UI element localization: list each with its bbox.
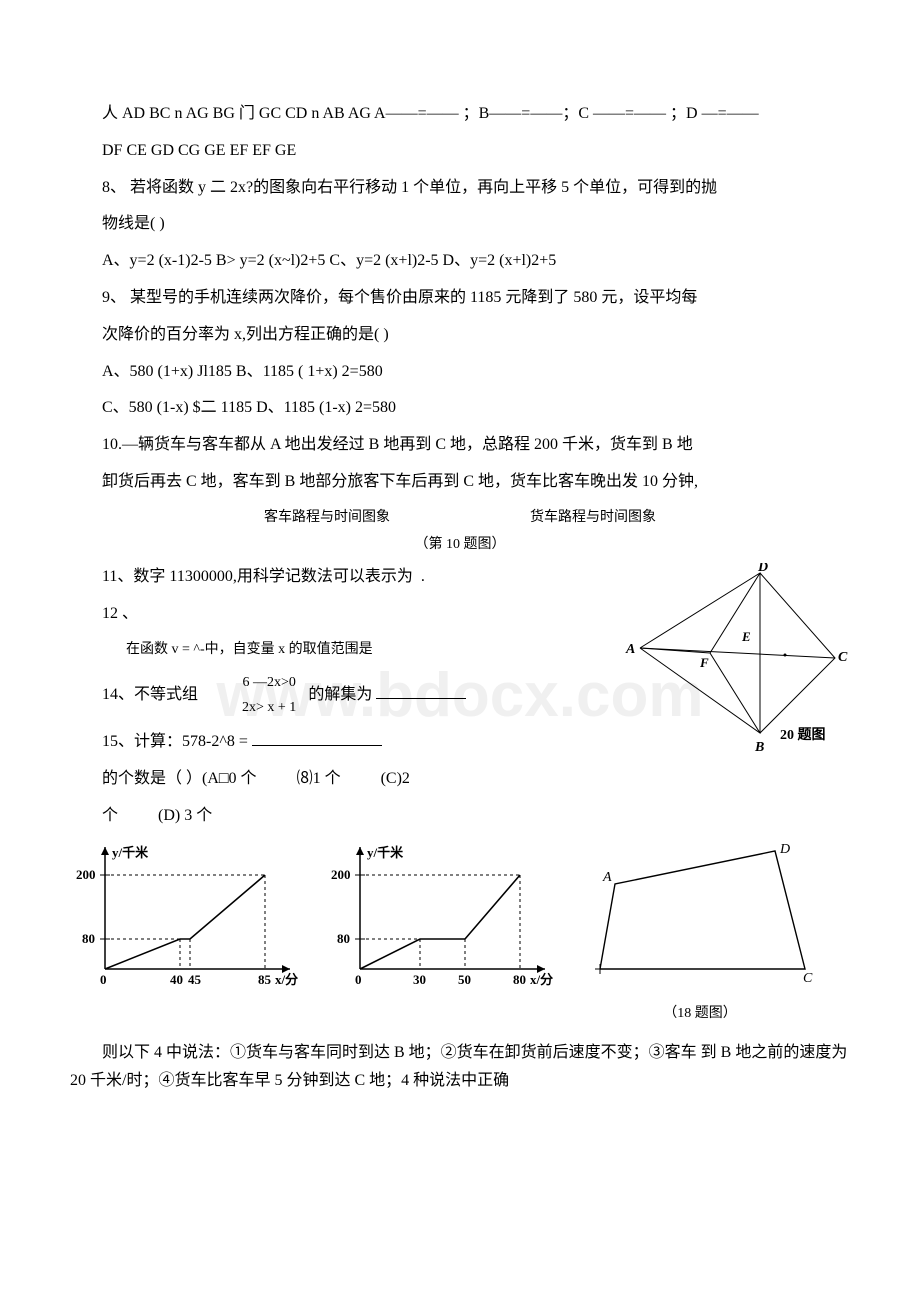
choice-stem: 的个数是（ ）(A□0 个 [102,765,257,794]
chart-left: y/千米 x/分 200 80 0 40 45 85 [70,839,305,989]
q10-cap-right: 货车路程与时间图象 [530,505,656,530]
svg-text:200: 200 [76,867,96,882]
svg-text:A: A [602,870,612,885]
svg-text:D: D [757,563,768,575]
svg-text:0: 0 [355,972,362,987]
q14: 14、不等式组 6 —2x>0 2x> x + 1 的解集为 [70,670,620,720]
svg-text:200: 200 [331,867,351,882]
q15: 15、计算：578-2^8 = [70,728,620,757]
q9-stem1: 9、 某型号的手机连续两次降价，每个售价由原来的 1185 元降到了 580 元… [70,284,850,313]
svg-text:45: 45 [188,972,202,987]
svg-text:B: B [754,740,764,753]
q12-num: 12 、 [70,600,620,629]
svg-text:F: F [699,655,709,670]
choice-c: (C)2 [381,765,410,794]
chart-right: y/千米 x/分 200 80 0 30 50 80 [325,839,560,989]
svg-text:0: 0 [100,972,107,987]
choice-cont: 个 [102,802,118,831]
document-body: 人 AD BC n AG BG 门 GC CD n AB AG A——=—— ；… [70,100,850,1096]
q18-cap: （18 题图） [580,1001,820,1026]
mid-section: 11、数字 11300000,用科学记数法可以表示为 . 12 、 在函数 v … [70,563,850,765]
svg-text:C: C [838,650,848,665]
q7-line2: DF CE GD CG GE EF EF GE [70,137,850,166]
q10-cap-left: 客车路程与时间图象 [264,505,390,530]
q15-text: 15、计算：578-2^8 = [102,733,248,750]
svg-text:y/千米: y/千米 [367,845,404,860]
svg-text:D: D [779,842,790,857]
choices-row2: 个 (D) 3 个 [70,802,850,831]
q8-stem1: 8、 若将函数 y 二 2x?的图象向右平行移动 1 个单位，再向上平移 5 个… [70,174,850,203]
charts-row: y/千米 x/分 200 80 0 40 45 85 y/千米 x/分 200 [70,839,850,1033]
svg-text:E: E [741,629,751,644]
final-p: 则以下 4 中说法：①货车与客车同时到达 B 地；②货车在卸货前后速度不变；③客… [70,1039,850,1097]
choice-b: ⑻1 个 [297,765,341,794]
q10-captions: 客车路程与时间图象 货车路程与时间图象 [70,505,850,530]
svg-text:30: 30 [413,972,426,987]
q11: 11、数字 11300000,用科学记数法可以表示为 . [70,563,620,592]
q9-optA: A、580 (1+x) Jl185 B、1185 ( 1+x) 2=580 [70,358,850,387]
choices-row: 的个数是（ ）(A□0 个 ⑻1 个 (C)2 [70,765,850,794]
svg-text:C: C [803,971,813,986]
svg-text:x/分: x/分 [275,972,298,987]
q15-blank [252,730,382,746]
q8-stem2: 物线是( ) [70,210,850,239]
q9-optC: C、580 (1-x) $二 1185 D、1185 (1-x) 2=580 [70,394,850,423]
svg-text:80: 80 [82,931,95,946]
q14-top: 6 —2x>0 [206,670,300,695]
choice-d: (D) 3 个 [158,802,212,831]
q10-stem2: 卸货后再去 C 地，客车到 B 地部分旅客下车后再到 C 地，货车比客车晚出发 … [70,468,850,497]
q12-body: 在函数 v = ^-中，自变量 x 的取值范围是 [70,637,620,662]
svg-text:85: 85 [258,972,272,987]
q10-cap-num: （第 10 题图） [70,532,850,557]
q14-tail: 的解集为 [308,686,372,703]
q8-opts: A、y=2 (x-1)2-5 B> y=2 (x~l)2+5 C、y=2 (x+… [70,247,850,276]
svg-text:y/千米: y/千米 [112,845,149,860]
svg-text:40: 40 [170,972,183,987]
svg-text:80: 80 [513,972,526,987]
q14-blank [376,683,466,699]
svg-text:A: A [625,642,635,657]
q14-bot: 2x> x + 1 [206,695,300,720]
q18-diagram: A D C （18 题图） [580,839,820,1033]
svg-text:20 题图: 20 题图 [780,727,826,743]
svg-text:80: 80 [337,931,350,946]
q7-line1: 人 AD BC n AG BG 门 GC CD n AB AG A——=—— ；… [70,100,850,129]
q20-diagram: A B C D E F 20 题图 [620,563,850,764]
svg-text:x/分: x/分 [530,972,553,987]
q9-stem2: 次降价的百分率为 x,列出方程正确的是( ) [70,321,850,350]
q14-fraction: 6 —2x>0 2x> x + 1 [206,670,300,720]
q14-label: 14、不等式组 [102,686,198,703]
svg-text:50: 50 [458,972,471,987]
q10-stem1: 10.—辆货车与客车都从 A 地出发经过 B 地再到 C 地，总路程 200 千… [70,431,850,460]
